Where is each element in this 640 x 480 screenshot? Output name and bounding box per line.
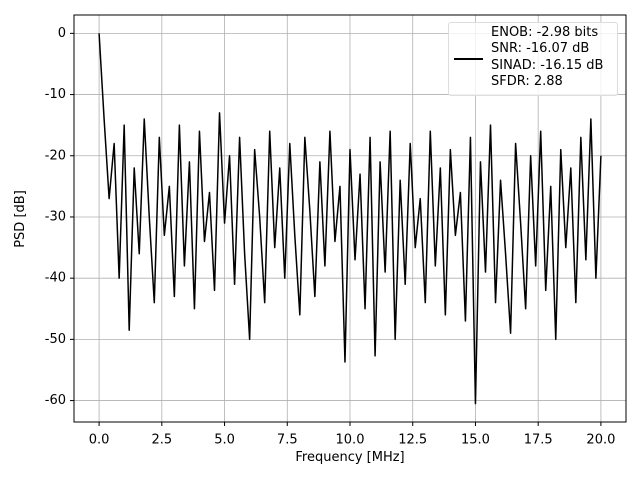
- x-axis-label: Frequency [MHz]: [295, 450, 404, 465]
- legend-swatch: [454, 58, 483, 60]
- y-tick-label: 0: [58, 26, 66, 41]
- axes-frame: [73, 14, 627, 423]
- legend-label: ENOB: -2.98 bits SNR: -16.07 dB SINAD: -…: [491, 25, 604, 89]
- y-tick-label: -20: [45, 148, 66, 163]
- x-tick-label: 12.5: [398, 433, 427, 448]
- y-tick-label: -40: [45, 271, 66, 286]
- x-tick-label: 7.5: [277, 433, 298, 448]
- y-tick-label: -50: [45, 332, 66, 347]
- y-axis-label: PSD [dB]: [13, 190, 28, 248]
- x-tick-label: 15.0: [461, 433, 490, 448]
- x-tick-label: 10.0: [336, 433, 365, 448]
- x-tick-label: 17.5: [524, 433, 553, 448]
- x-tick-label: 0.0: [89, 433, 110, 448]
- y-tick-label: -60: [45, 393, 66, 408]
- x-tick-label: 2.5: [151, 433, 172, 448]
- legend: ENOB: -2.98 bits SNR: -16.07 dB SINAD: -…: [448, 22, 618, 96]
- x-tick-label: 20.0: [586, 433, 615, 448]
- y-tick-label: -10: [45, 87, 66, 102]
- x-tick-label: 5.0: [214, 433, 235, 448]
- data-line: [98, 33, 602, 405]
- y-tick-label: -30: [45, 209, 66, 224]
